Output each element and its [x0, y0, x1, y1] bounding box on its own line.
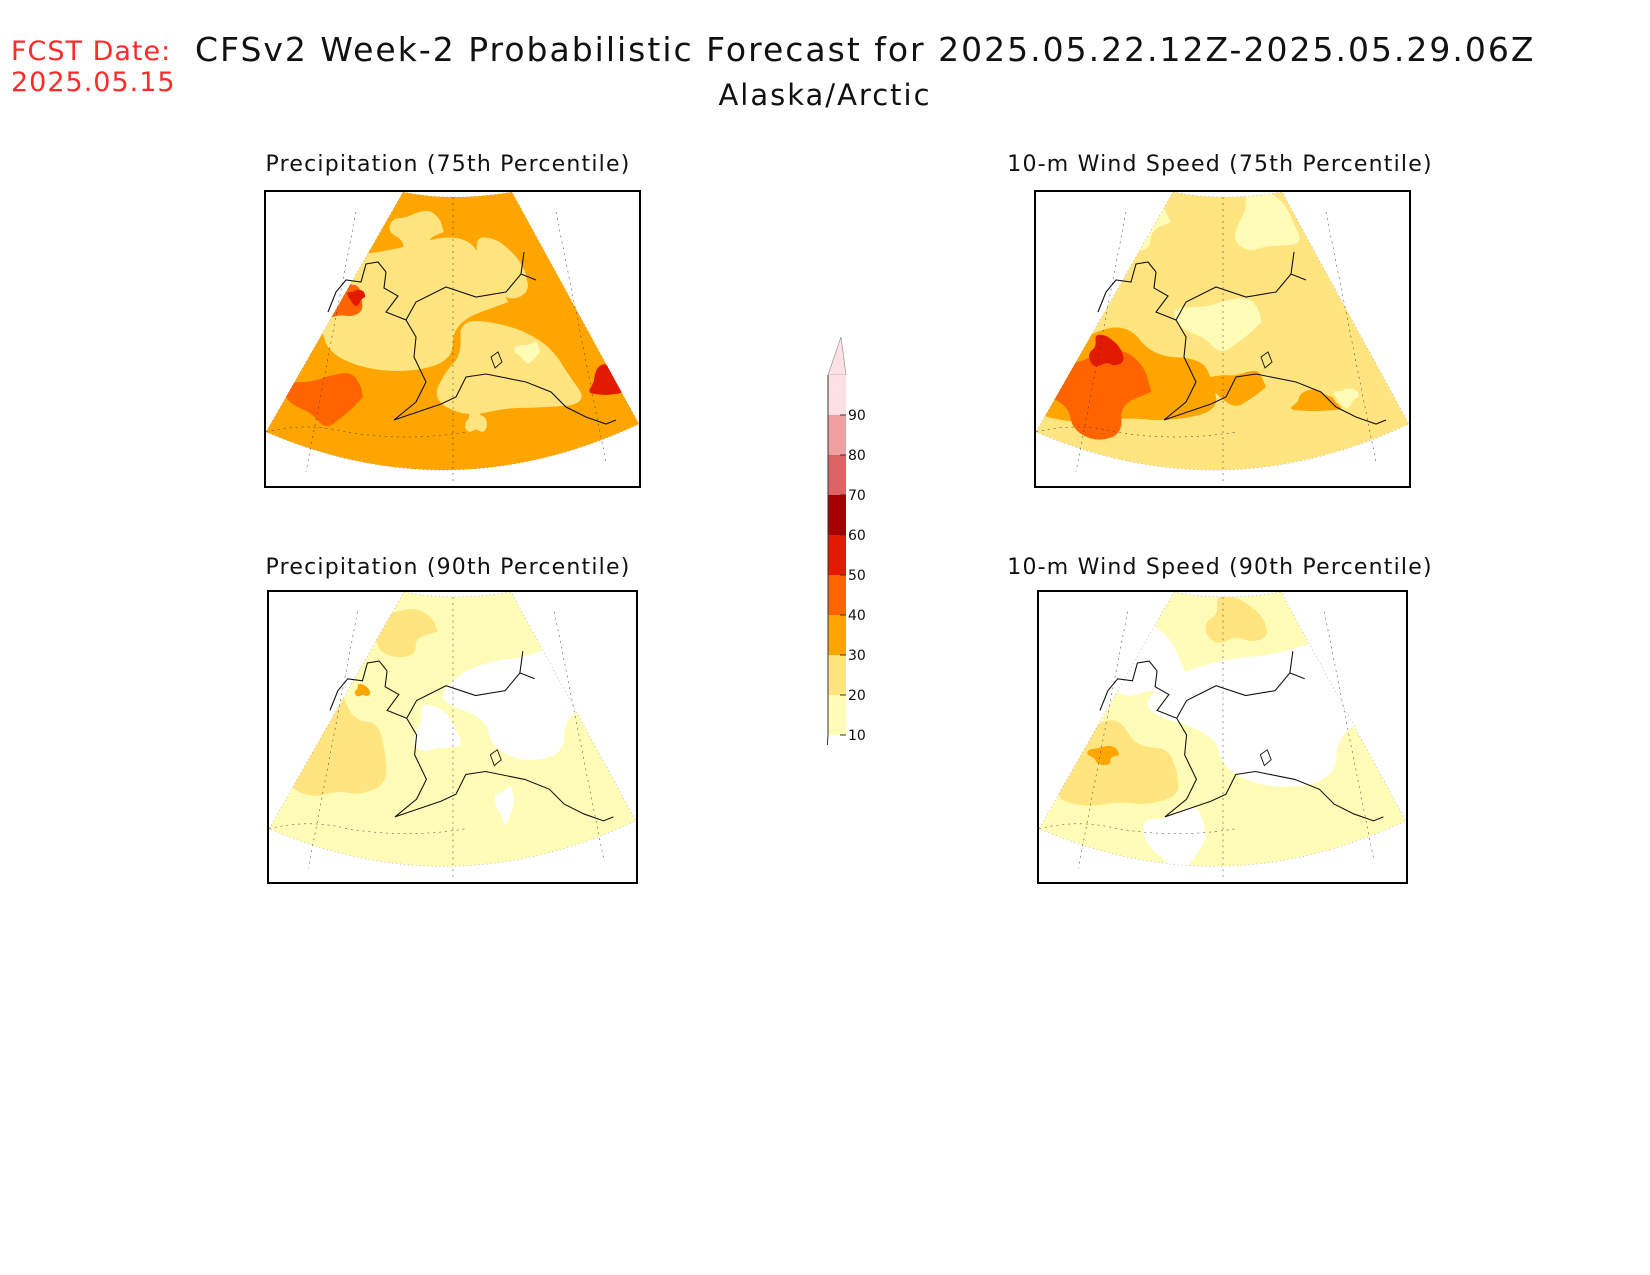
- sector-outline: [1036, 192, 1409, 471]
- island: [1260, 351, 1273, 369]
- colorbar-label-90: 90: [848, 408, 866, 424]
- sector-outline: [269, 592, 636, 867]
- page-title: CFSv2 Week-2 Probabilistic Forecast for …: [195, 30, 1536, 69]
- forecast-date-value: 2025.05.15: [11, 67, 176, 98]
- field-contour-5: [1205, 595, 1268, 643]
- colorbar-segment-10: [828, 695, 846, 735]
- field-contour-5: [354, 683, 371, 697]
- field-contour-7: [1291, 389, 1342, 412]
- longitude-gridline: [1078, 596, 1374, 879]
- panel-title-wind-90: 10-m Wind Speed (90th Percentile): [1007, 555, 1433, 580]
- colorbar-label-60: 60: [848, 528, 866, 544]
- field-contour-2: [1174, 298, 1262, 351]
- field-contour-1: [413, 704, 462, 751]
- forecast-date-block: FCST Date: 2025.05.15: [11, 36, 176, 98]
- field-contour-8: [1333, 388, 1359, 408]
- colorbar-label-10: 10: [848, 728, 866, 744]
- map-panel-precip-75: [264, 190, 641, 488]
- field-contour-7: [589, 364, 623, 395]
- page-subtitle: Alaska/Arctic: [718, 78, 932, 112]
- field-contour-4: [389, 210, 444, 257]
- longitude-gridline: [308, 596, 604, 879]
- field-contour-9: [465, 409, 487, 432]
- colorbar-label-20: 20: [848, 688, 866, 704]
- field-contour-2: [283, 373, 363, 426]
- coastline: [1097, 251, 1387, 425]
- latitude-gridline: [269, 823, 466, 834]
- longitude-gridline: [305, 197, 607, 482]
- colorbar-segment-40: [828, 575, 846, 615]
- field-contour-6: [514, 342, 540, 364]
- color-scale-legend: 10 20 30 40 50 60 70 80 90: [827, 336, 866, 745]
- field-contour-1: [1235, 192, 1300, 251]
- forecast-date-label: FCST Date:: [11, 36, 172, 67]
- probability-field: [1039, 592, 1406, 867]
- field-contour-5: [1089, 334, 1124, 367]
- probability-field: [1036, 192, 1409, 471]
- colorbar-segment-80: [828, 415, 846, 455]
- field-contour-4: [1042, 350, 1152, 440]
- latitude-gridline: [1039, 823, 1236, 834]
- colorbar-segment-70: [828, 455, 846, 495]
- longitude-gridline: [1075, 197, 1377, 482]
- probability-field: [266, 192, 639, 471]
- map-wind-90: [1039, 592, 1406, 879]
- colorbar-label-30: 30: [848, 648, 866, 664]
- field-contour-6: [1201, 370, 1266, 406]
- coastline: [1099, 651, 1384, 822]
- colorbar-top-tip: [827, 336, 847, 376]
- map-panel-precip-90: [267, 590, 638, 884]
- island: [1259, 749, 1272, 767]
- colorbar-segment-90: [828, 375, 846, 415]
- field-contour-1: [436, 320, 582, 415]
- probability-field: [269, 592, 636, 867]
- map-precip-90: [269, 592, 636, 879]
- colorbar-label-50: 50: [848, 568, 866, 584]
- map-panel-wind-75: [1034, 190, 1411, 488]
- colorbar-segment-30: [828, 615, 846, 655]
- colorbar-segment-50: [828, 535, 846, 575]
- map-panel-wind-90: [1037, 590, 1408, 884]
- colorbar-label-80: 80: [848, 448, 866, 464]
- field-contour-4: [1087, 745, 1120, 766]
- sector-outline: [1039, 592, 1406, 867]
- island: [490, 351, 503, 369]
- panel-title-precip-75: Precipitation (75th Percentile): [265, 152, 631, 177]
- colorbar-segment-20: [828, 655, 846, 695]
- colorbar-label-40: 40: [848, 608, 866, 624]
- colorbar-label-70: 70: [848, 488, 866, 504]
- field-contour-8: [347, 289, 366, 307]
- colorbar-bottom-tail: [827, 734, 829, 745]
- coastline: [329, 651, 614, 822]
- field-contour-2: [495, 786, 514, 825]
- colorbar-segment-60: [828, 495, 846, 535]
- panel-title-precip-90: Precipitation (90th Percentile): [265, 555, 631, 580]
- map-wind-75: [1036, 192, 1409, 482]
- island: [489, 749, 502, 767]
- field-contour-2: [1143, 807, 1206, 867]
- coastline: [327, 251, 617, 425]
- sector-outline: [266, 192, 639, 471]
- panel-title-wind-75: 10-m Wind Speed (75th Percentile): [1007, 152, 1433, 177]
- map-precip-75: [266, 192, 639, 482]
